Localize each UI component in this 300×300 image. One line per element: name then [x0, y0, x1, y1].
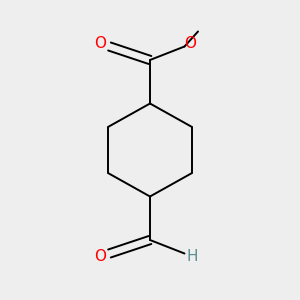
Text: O: O [94, 249, 106, 264]
Text: O: O [94, 36, 106, 51]
Text: O: O [184, 36, 196, 51]
Text: H: H [186, 249, 198, 264]
